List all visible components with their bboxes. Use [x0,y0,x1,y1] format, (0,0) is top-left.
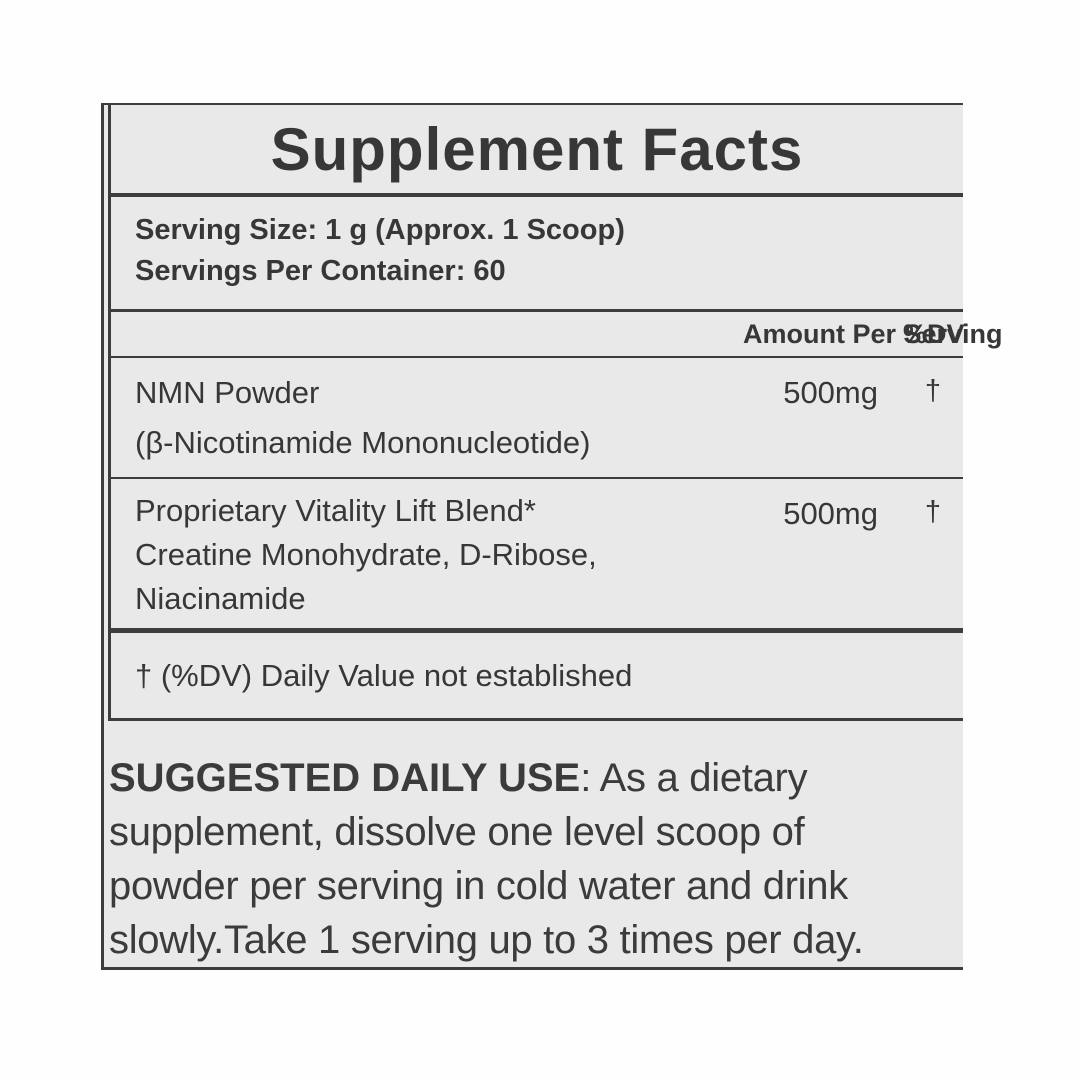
facts-table: Supplement Facts Serving Size: 1 g (Appr… [108,105,1003,721]
ingredient-name-cell: Proprietary Vitality Lift Blend* Creatin… [135,479,743,628]
column-header-row: Amount Per Serving %DV [111,312,1003,358]
usage-heading: SUGGESTED DAILY USE [109,756,581,800]
ingredient-dv: † [924,496,942,528]
ingredient-subtext: (β-Nicotinamide Mononucleotide) [135,425,591,460]
amount-column-header: Amount Per Serving [743,318,1003,349]
ingredient-row-blend: Proprietary Vitality Lift Blend* Creatin… [111,479,963,633]
dv-footnote: † (%DV) Daily Value not established [135,657,633,693]
ingredient-amount: 500mg [783,375,878,410]
ingredient-dv: † [924,375,942,407]
usage-line-2: supplement, dissolve one level scoop of [109,810,805,854]
serving-size: Serving Size: 1 g (Approx. 1 Scoop) [135,214,625,246]
usage-line-3: powder per serving in cold water and dri… [109,864,848,908]
dv-column-header: %DV [903,318,965,349]
ingredient-amount: 500mg [783,496,878,531]
serving-info: Serving Size: 1 g (Approx. 1 Scoop) Serv… [111,197,963,312]
ingredient-subtext: Niacinamide [135,581,306,616]
ingredient-row-nmn: NMN Powder (β-Nicotinamide Mononucleotid… [111,358,963,479]
usage-line-1-rest: : As a dietary [580,756,808,800]
servings-per-container: Servings Per Container: 60 [135,255,506,287]
ingredient-subtext: Creatine Monohydrate, D-Ribose, [135,537,597,572]
panel-title: Supplement Facts [111,105,963,197]
usage-line-4: slowly.Take 1 serving up to 3 times per … [109,918,864,962]
ingredient-name-cell: NMN Powder (β-Nicotinamide Mononucleotid… [135,358,743,477]
usage-line-1: SUGGESTED DAILY USE: As a dietary [109,751,963,805]
ingredient-name: Proprietary Vitality Lift Blend* [135,493,536,528]
ingredient-name: NMN Powder [135,375,320,410]
suggested-use-section: SUGGESTED DAILY USE: As a dietary supple… [104,721,963,967]
supplement-facts-panel: Supplement Facts Serving Size: 1 g (Appr… [101,103,1003,970]
